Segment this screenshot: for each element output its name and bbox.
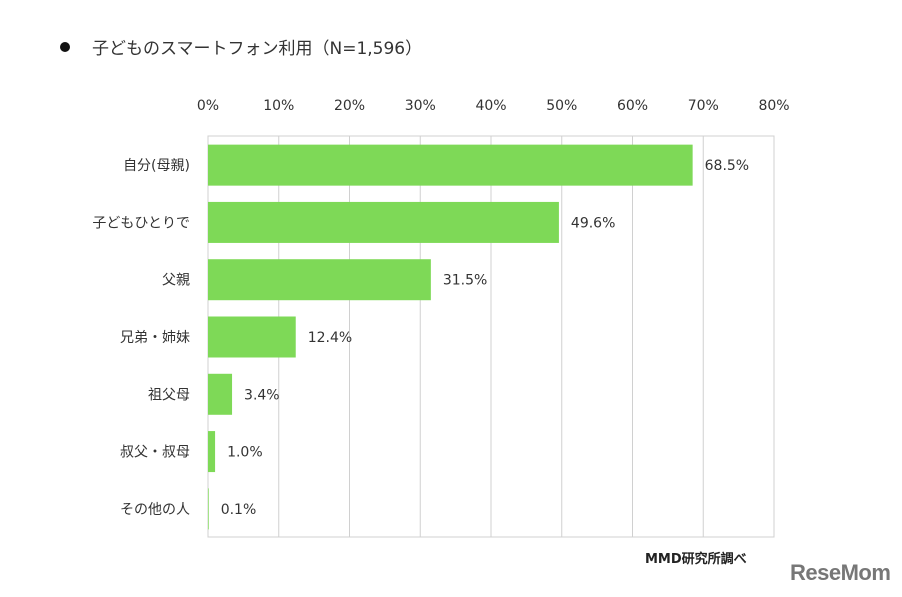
bar: [208, 144, 693, 186]
x-tick-label: 80%: [758, 98, 789, 114]
x-tick-label: 40%: [475, 98, 506, 114]
bar: [208, 488, 209, 530]
data-label: 31.5%: [443, 273, 487, 289]
x-tick-label: 20%: [334, 98, 365, 114]
bullet-icon: [60, 42, 70, 52]
data-label: 1.0%: [227, 445, 263, 461]
category-label: 叔父・叔母: [120, 445, 190, 461]
data-label: 68.5%: [705, 158, 749, 174]
bar: [208, 201, 559, 243]
bar: [208, 373, 233, 415]
category-label: 自分(母親): [123, 158, 190, 174]
x-tick-label: 10%: [263, 98, 294, 114]
bar: [208, 316, 296, 358]
chart-title: 子どものスマートフォン利用（N=1,596）: [60, 34, 422, 59]
category-label: 祖父母: [148, 387, 190, 403]
category-label: 子どもひとりで: [92, 215, 190, 231]
x-tick-label: 70%: [688, 98, 719, 114]
data-label: 12.4%: [308, 330, 352, 346]
chart-title-text: 子どものスマートフォン利用（N=1,596）: [92, 39, 423, 59]
x-tick-label: 50%: [546, 98, 577, 114]
data-label: 3.4%: [244, 387, 280, 403]
category-label: 父親: [162, 273, 190, 289]
resemom-logo: ReseMom: [790, 560, 891, 585]
data-label: 0.1%: [221, 502, 257, 518]
category-label: その他の人: [120, 502, 190, 518]
x-tick-label: 30%: [405, 98, 436, 114]
bar: [208, 431, 216, 473]
x-tick-label: 0%: [197, 98, 219, 114]
data-label: 49.6%: [571, 215, 615, 231]
bar: [208, 259, 431, 301]
source-note: MMD研究所調べ: [645, 552, 747, 567]
category-label: 兄弟・姉妹: [120, 330, 190, 346]
x-tick-label: 60%: [617, 98, 648, 114]
